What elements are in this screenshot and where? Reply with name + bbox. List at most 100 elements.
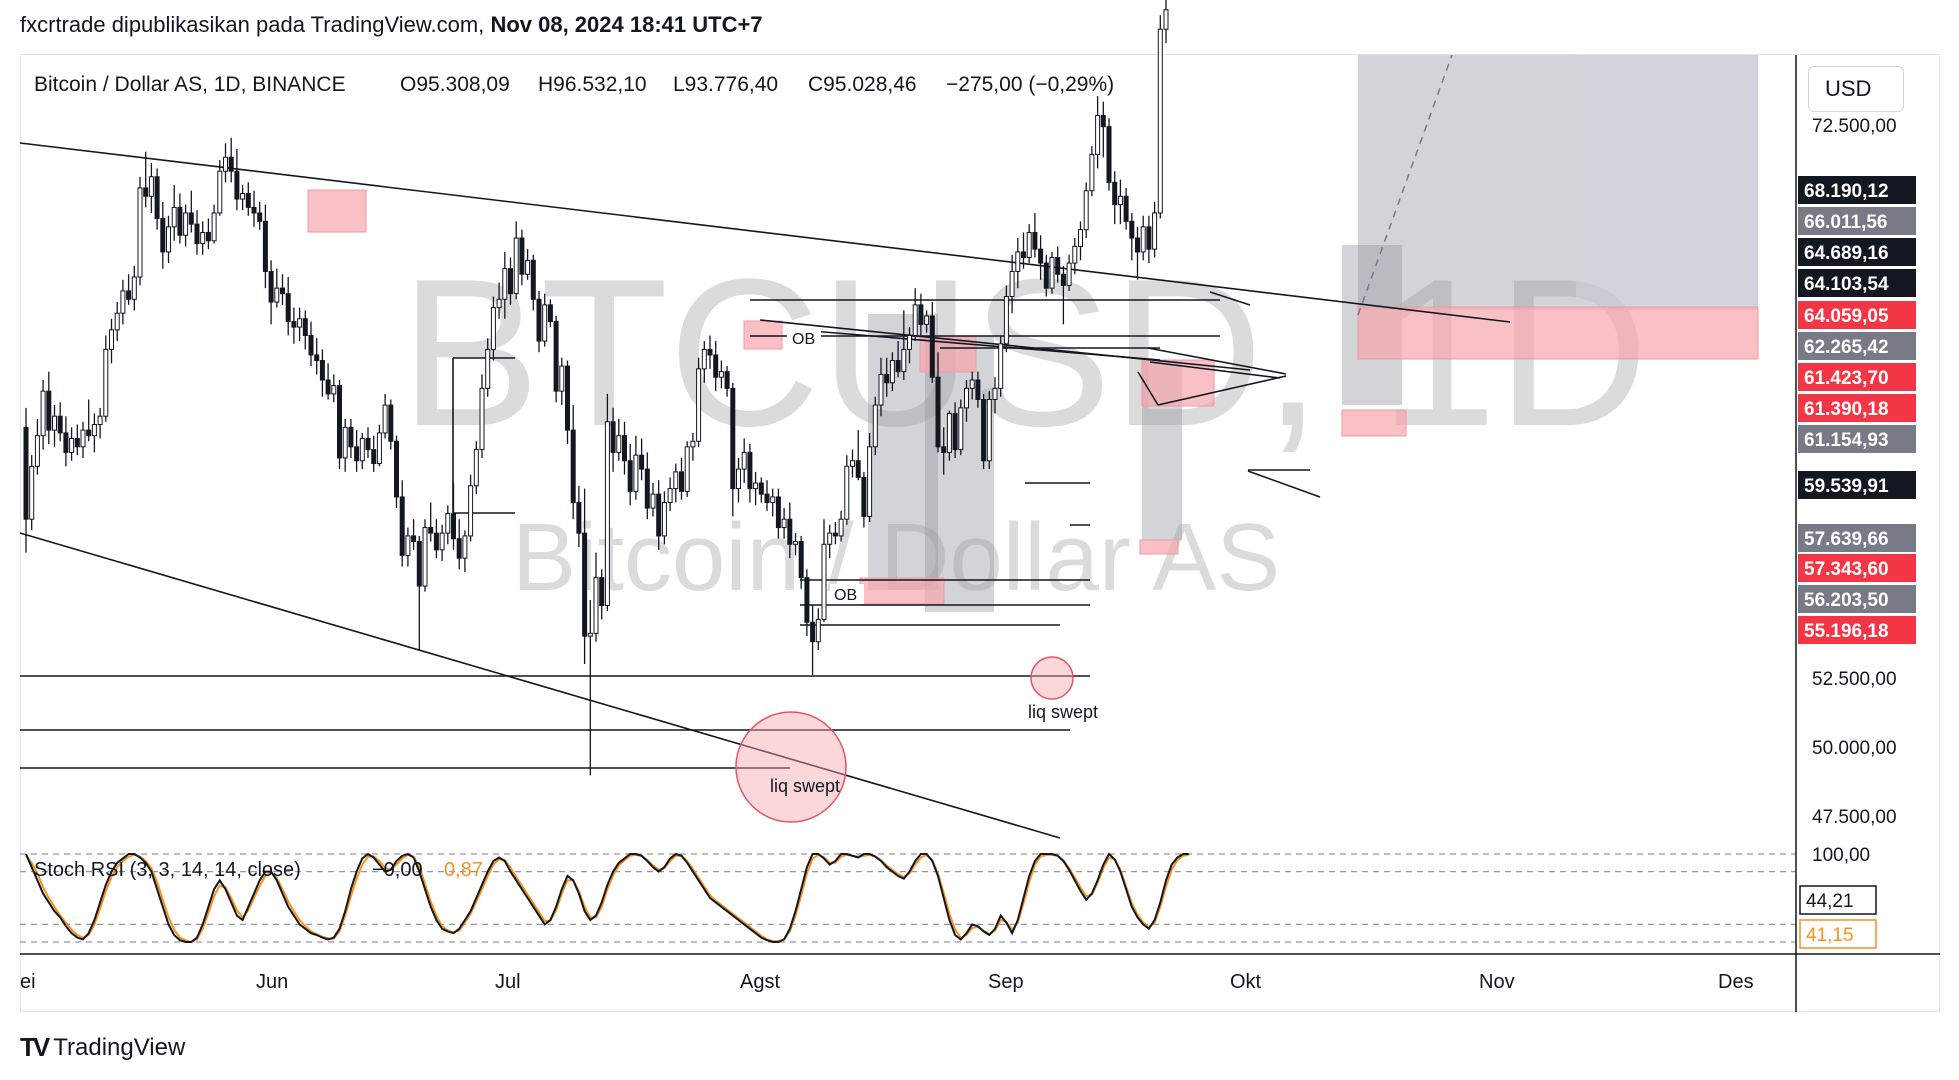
candle [547, 299, 553, 328]
stoch-value-label: 41,15 [1799, 919, 1877, 949]
candle-body-up [29, 465, 35, 520]
price-label: 61.423,70 [1798, 363, 1916, 391]
candle-body-up [405, 535, 411, 556]
candle [570, 405, 576, 520]
candle [1043, 254, 1049, 297]
candle-body-up [473, 449, 479, 487]
candle [234, 148, 240, 211]
candles-layer [23, 0, 1169, 776]
candle-body-up [815, 618, 821, 643]
candle-body-down [918, 304, 924, 325]
candle [405, 527, 411, 567]
candle [114, 302, 120, 342]
candle-body-up [1140, 226, 1146, 253]
candle-body-up [946, 412, 952, 453]
candle [952, 402, 958, 458]
candle [257, 201, 263, 230]
candle-body-up [878, 373, 884, 406]
candle-body-down [46, 390, 52, 431]
candle-body-up [485, 348, 491, 389]
candle [935, 352, 941, 453]
candle [308, 321, 314, 367]
candle [810, 605, 816, 676]
candle [559, 357, 565, 406]
candle-body-down [832, 532, 838, 537]
candle-body-up [502, 268, 508, 300]
legend-close: C95.028,46 [808, 73, 917, 96]
ob-zone [307, 189, 367, 233]
candle-body-down [656, 493, 662, 537]
candle-body-down [679, 471, 684, 492]
candle-body-down [855, 460, 861, 478]
candle-body-down [622, 435, 627, 462]
candle-body-up [969, 379, 975, 389]
legend-high: H96.532,10 [538, 73, 647, 96]
candle [884, 357, 890, 397]
candle [639, 438, 645, 481]
candle-body-up [52, 415, 57, 431]
candle [1129, 212, 1135, 261]
candle-body-down [570, 429, 576, 504]
candle-body-up [992, 387, 998, 401]
candle-body-down [74, 437, 80, 448]
candle-body-down [553, 321, 559, 392]
candle [627, 444, 633, 506]
candle-body-up [661, 502, 667, 537]
candle [1089, 146, 1095, 197]
stoch-d-line [25, 853, 1189, 944]
candle-body-up [223, 156, 228, 172]
candle-body-up [137, 187, 143, 278]
price-label-bg [1798, 616, 1916, 644]
candle-body-up [240, 192, 246, 200]
candle [40, 380, 46, 450]
candle [764, 480, 770, 511]
trendline [19, 142, 1511, 323]
candle-body-up [331, 385, 337, 395]
candle-body-down [399, 496, 405, 556]
trendlines-layer [19, 54, 1511, 839]
candle-body-down [371, 449, 377, 465]
price-label: 56.203,50 [1798, 585, 1916, 613]
candle [245, 182, 251, 216]
footer-brand: TV TradingView [20, 1032, 185, 1063]
candle [1038, 235, 1044, 280]
candle-body-down [610, 421, 616, 453]
candle [850, 449, 855, 478]
candle-body-down [451, 513, 456, 540]
candle-body-down [319, 360, 325, 381]
candle-body-down [1135, 237, 1140, 253]
candle-body-up [924, 315, 930, 325]
candle [530, 254, 536, 311]
stoch-value-text: 41,15 [1806, 925, 1854, 946]
publish-date: Nov 08, 2024 18:41 UTC+7 [490, 12, 763, 37]
candle [74, 424, 80, 456]
candle [342, 418, 348, 472]
candle-body-down [599, 577, 605, 607]
candle-body-up [422, 527, 428, 587]
candle [388, 399, 394, 450]
candle-body-up [462, 535, 468, 559]
currency-button[interactable]: USD [1808, 66, 1904, 112]
candle [912, 288, 918, 342]
candle-body-down [257, 212, 263, 222]
candle-body-down [895, 360, 901, 373]
candle [622, 421, 627, 475]
candle-body-up [604, 421, 610, 607]
price-label-text: 59.539,91 [1804, 476, 1889, 497]
candle-body-down [975, 379, 981, 400]
candle [827, 524, 833, 559]
candle [1032, 212, 1038, 258]
candle-body-down [576, 502, 582, 534]
stoch-d-value: 0,87 [444, 859, 483, 881]
candle [451, 483, 456, 550]
x-axis-label: Sep [988, 971, 1024, 993]
candle [205, 218, 211, 250]
stoch-legend: Stoch RSI (3, 3, 14, 14, close) −0,00 0,… [34, 859, 483, 881]
candle-body-up [97, 415, 103, 426]
candle [1009, 254, 1015, 314]
candle [1003, 285, 1009, 353]
candle-body-down [941, 446, 947, 453]
ob-zone [859, 577, 945, 605]
candle [844, 455, 850, 525]
